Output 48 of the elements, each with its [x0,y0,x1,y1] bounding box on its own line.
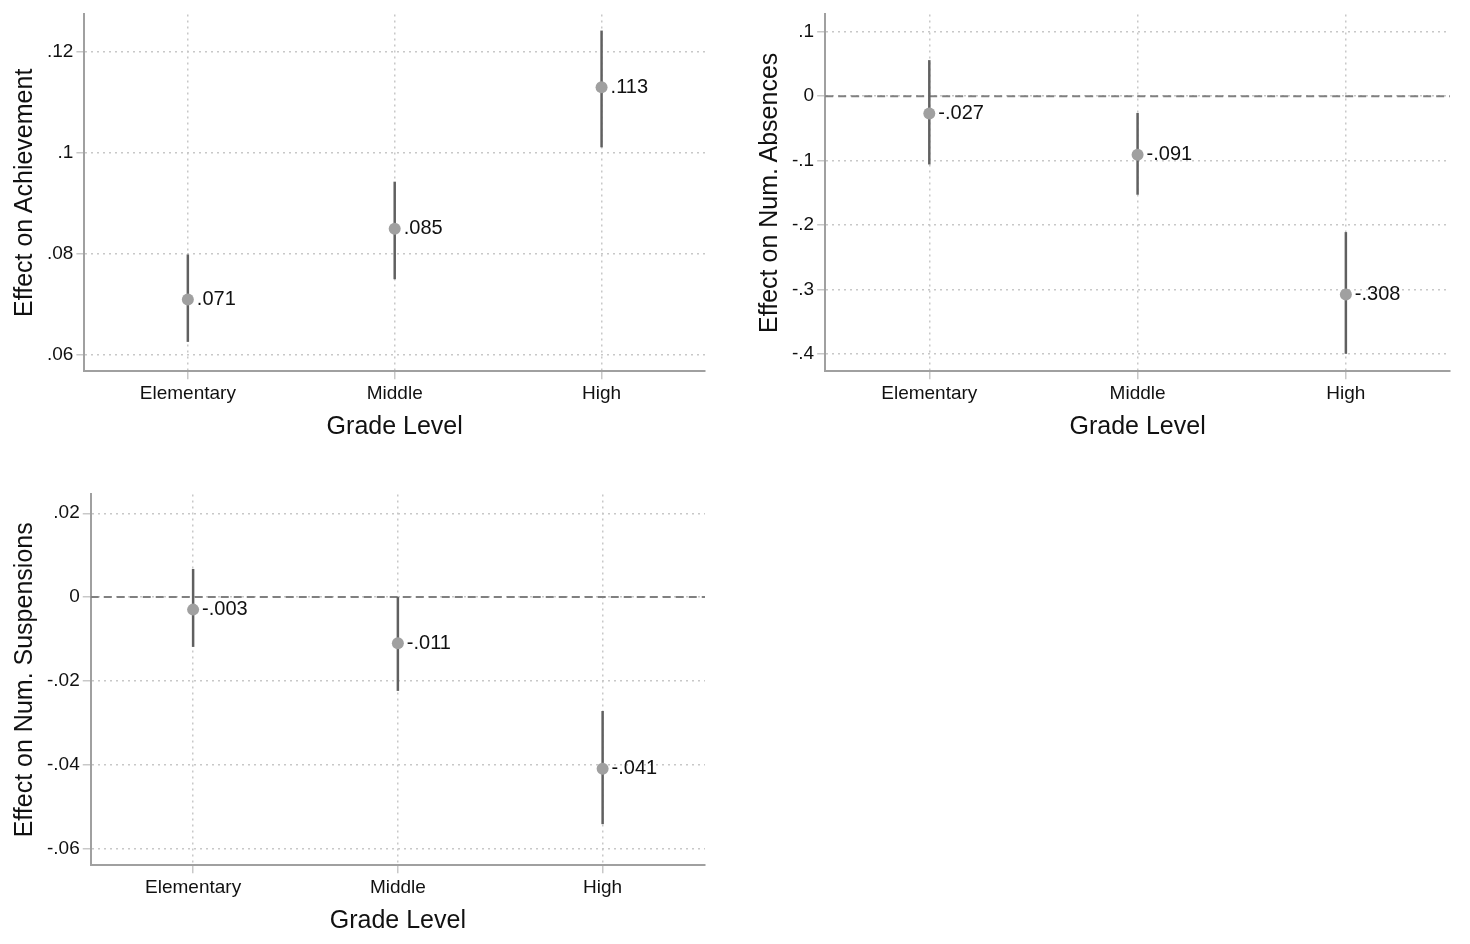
y-tick-label: 0 [803,84,815,106]
y-tick-label: .12 [46,40,74,62]
x-axis-title: Grade Level [1069,410,1206,439]
y-tick-label: -.3 [791,277,815,299]
point [391,637,404,650]
point [1131,148,1144,161]
data-label: -.308 [1354,282,1401,305]
y-axis-title: Effect on Achievement [8,68,37,317]
y-tick-label: .1 [57,141,74,163]
x-tick-label: High [1326,381,1366,403]
x-tick-label: Elementary [145,875,242,897]
point [388,222,401,235]
data-label: .113 [610,74,649,97]
x-tick-label: High [583,875,623,897]
x-tick-label: Middle [1109,381,1166,403]
data-label: -.091 [1146,142,1193,165]
y-tick-label: .08 [46,242,74,264]
y-tick-label: -.06 [46,836,80,858]
point [595,81,608,94]
data-label: -.027 [938,101,984,124]
data-label: -.041 [611,756,658,779]
y-tick-label: -.4 [791,342,815,364]
y-tick-label: .1 [798,20,815,42]
x-tick-label: High [582,381,622,403]
x-tick-label: Elementary [139,381,237,403]
x-tick-label: Middle [369,875,426,897]
point [1339,288,1352,301]
data-label: .071 [196,286,236,309]
point [181,293,194,306]
y-tick-label: 0 [69,585,80,607]
point [187,603,200,616]
x-axis-title: Grade Level [326,410,463,439]
point [923,107,936,120]
y-tick-label: -.02 [46,669,80,691]
y-tick-label: .06 [46,343,74,365]
y-tick-label: -.2 [791,213,815,235]
y-tick-label: .02 [53,501,80,523]
x-tick-label: Elementary [881,381,978,403]
y-tick-label: -.1 [791,148,815,170]
y-axis-title: Effect on Num. Absences [753,52,782,333]
y-tick-label: -.04 [46,752,81,774]
x-axis-title: Grade Level [329,904,466,933]
x-tick-label: Middle [366,381,423,403]
y-axis-title: Effect on Num. Suspensions [8,522,37,838]
point [596,762,609,775]
data-label: -.011 [406,630,451,653]
data-label: -.003 [202,597,248,620]
data-label: .085 [403,216,443,239]
